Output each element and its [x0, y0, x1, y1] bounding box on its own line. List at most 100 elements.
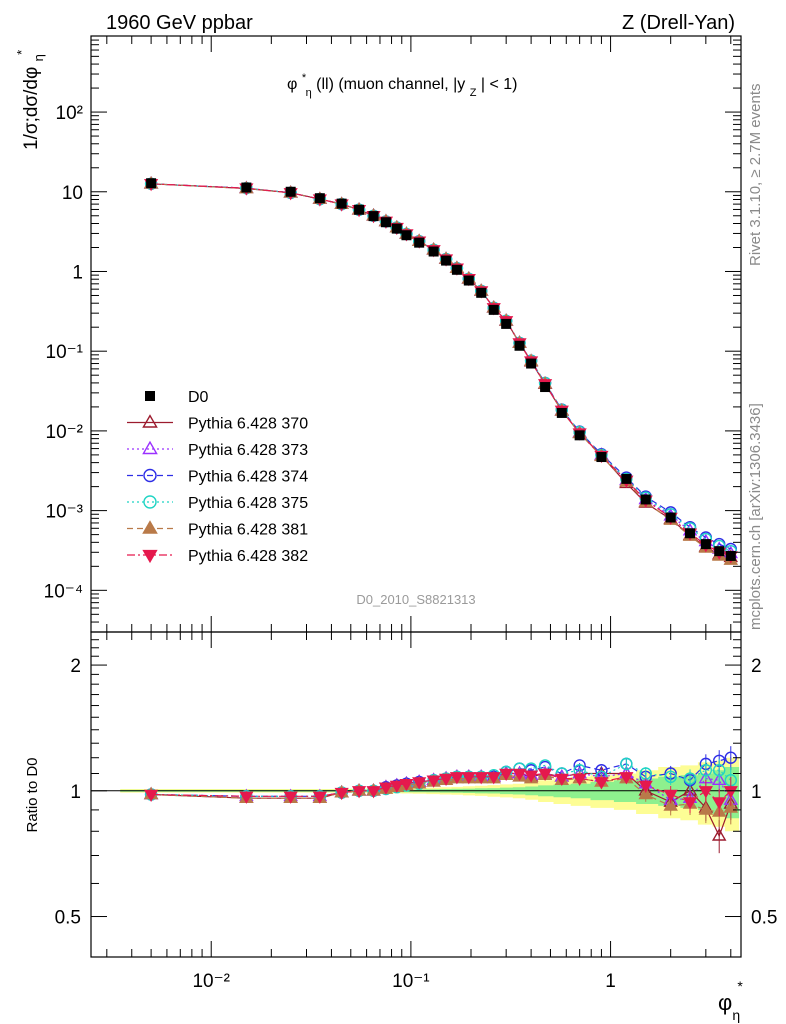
ratio-point — [699, 764, 713, 777]
ratio-axis-ticks: 0.5 0.5 1 1 2 2 10⁻² 10⁻¹ 1 — [55, 632, 777, 992]
legend-marker — [142, 549, 158, 564]
legend-label: Pythia 6.428 381 — [188, 522, 308, 539]
ratio-point — [378, 782, 394, 795]
ratio-point — [351, 786, 367, 799]
legend-marker — [142, 440, 158, 455]
ratio-y-tick-label: 1 — [70, 782, 81, 803]
ratio-point — [594, 777, 609, 790]
ratio-y-tick-label-right: 0.5 — [751, 908, 777, 929]
data-point — [700, 539, 711, 550]
legend-label: Pythia 6.428 373 — [188, 442, 308, 459]
ratio-point — [438, 773, 454, 787]
legend-marker — [142, 520, 158, 534]
title-yz-sub: Z — [470, 87, 477, 99]
ratio-point — [711, 828, 727, 841]
legend-label: Pythia 6.428 370 — [188, 416, 308, 433]
main-plot-title: φ * η (ll) (muon channel, |y Z | < 1) — [287, 68, 518, 100]
main-axis-ticks: 10⁻⁴ 10⁻³ 10⁻² 10⁻¹ 1 10 10² — [44, 35, 741, 633]
x-tick-label: 1 — [605, 971, 616, 992]
ratio-point — [711, 772, 727, 786]
x-tick-label: 10⁻² — [192, 971, 230, 992]
y-tick-label: 1 — [72, 262, 83, 283]
data-point — [556, 407, 567, 418]
ratio-point — [486, 772, 501, 785]
data-point — [368, 211, 379, 222]
data-point — [354, 204, 365, 215]
ratio-point — [572, 773, 587, 787]
band-inner — [120, 767, 740, 819]
ratio-y-axis-label: Ratio to D0 — [24, 757, 41, 832]
header-right: Z (Drell-Yan) — [622, 12, 735, 34]
legend-entry: Pythia 6.428 382 — [127, 548, 308, 565]
legend-marker — [145, 391, 155, 401]
main-series-layer — [143, 176, 739, 565]
data-point — [414, 237, 425, 248]
ratio-point — [283, 791, 298, 804]
header-left: 1960 GeV ppbar — [106, 12, 253, 34]
ratio-y-tick-label-right: 2 — [751, 656, 762, 677]
data-point — [514, 340, 525, 351]
ratio-point — [638, 780, 653, 793]
data-point — [451, 264, 462, 275]
ratio-point — [663, 798, 678, 811]
ratio-point — [723, 786, 738, 799]
ratio-point — [619, 772, 634, 785]
data-point — [380, 217, 391, 228]
ratio-point — [144, 789, 159, 802]
data-point — [391, 223, 402, 234]
ratio-point — [698, 802, 714, 815]
legend-label: Pythia 6.428 374 — [188, 469, 308, 486]
ratio-point — [239, 791, 254, 804]
ratio-point — [312, 791, 327, 804]
legend-marker — [143, 495, 157, 509]
ratio-point — [620, 757, 633, 771]
data-point — [665, 512, 676, 523]
ratio-y-tick-label-right: 1 — [751, 782, 762, 803]
ratio-point — [426, 775, 441, 788]
y-tick-label: 10⁻³ — [46, 502, 84, 523]
ratio-point — [412, 777, 427, 790]
title-rest2: | < 1) — [481, 76, 518, 93]
data-point — [725, 550, 736, 561]
analysis-watermark: D0_2010_S8821313 — [356, 592, 475, 607]
ratio-point — [638, 786, 653, 800]
ratio-point — [389, 780, 404, 793]
x-axis-label: φ η * — [718, 978, 746, 1024]
legend-entry: Pythia 6.428 373 — [127, 440, 308, 459]
legend-marker — [142, 414, 158, 428]
legend-entry: Pythia 6.428 381 — [127, 520, 308, 539]
ratio-point — [474, 772, 489, 785]
y-tick-label: 10² — [56, 103, 83, 124]
data-point — [336, 198, 347, 209]
ylabel-prefix: 1/σ;dσ/dφ — [21, 67, 42, 150]
ratio-point — [449, 772, 464, 785]
ratio-point — [334, 787, 349, 801]
ratio-point — [399, 778, 414, 792]
title-phi-sub: η — [306, 87, 312, 99]
legend-label: Pythia 6.428 382 — [188, 548, 308, 565]
legend-label: Pythia 6.428 375 — [188, 495, 308, 512]
ylabel-eta: η — [31, 54, 46, 61]
title-rest1: (ll) (muon channel, |y — [316, 76, 465, 93]
x-tick-label: 10⁻¹ — [392, 971, 430, 992]
xlabel-star: * — [737, 978, 743, 994]
data-point — [441, 255, 452, 266]
main-y-axis-label: 1/σ;dσ/dφ η * — [14, 49, 48, 150]
data-point — [401, 230, 412, 241]
ratio-uncertainty-band — [120, 757, 740, 832]
ratio-series-pythia-6-428-382 — [144, 768, 738, 817]
data-point — [314, 193, 325, 204]
ratio-point — [698, 786, 713, 799]
data-point — [714, 546, 725, 557]
rivet-version-label: Rivet 3.1.10, ≥ 2.7M events — [747, 84, 764, 267]
data-point — [488, 304, 499, 315]
main-series-d0 — [146, 178, 736, 561]
data-point — [476, 287, 487, 298]
data-point — [428, 246, 439, 257]
data-point — [526, 358, 537, 369]
ratio-point — [461, 772, 476, 785]
data-point — [285, 186, 296, 197]
title-phi: φ — [287, 76, 297, 93]
data-point — [146, 178, 157, 189]
data-point — [540, 382, 551, 393]
